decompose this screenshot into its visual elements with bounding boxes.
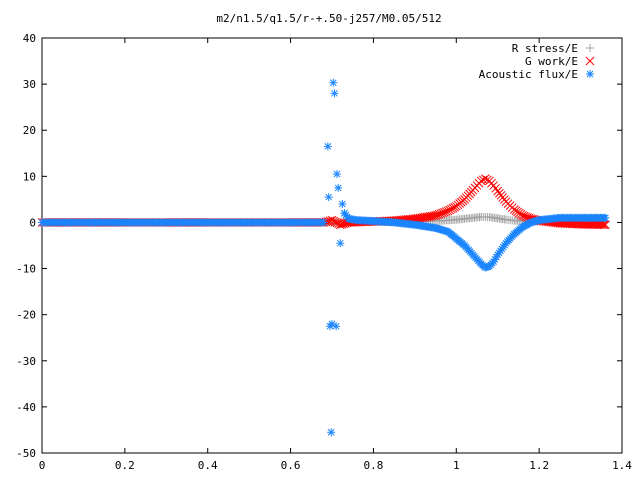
x-tick-label: 0.4 — [198, 459, 218, 472]
y-tick-label: 0 — [29, 216, 36, 229]
x-tick-label: 1.4 — [612, 459, 632, 472]
data-point — [334, 183, 343, 192]
legend-label: Acoustic flux/E — [479, 68, 578, 81]
data-point — [519, 211, 529, 221]
data-point — [336, 239, 345, 248]
axis-ticks: 0 0.2 0.4 0.6 0.8 1 1.2 1.4 40 30 20 10 0 -10 -20 -30 -4… — [16, 32, 632, 472]
x-tick-label: 0.6 — [281, 459, 301, 472]
x-tick-label: 0 — [39, 459, 46, 472]
data-point — [327, 428, 336, 437]
y-tick-label: 20 — [23, 124, 36, 137]
data-point — [427, 211, 437, 221]
data-point — [323, 142, 332, 151]
data-point — [429, 211, 439, 221]
data-point — [518, 211, 527, 220]
data-point — [597, 220, 607, 230]
x-tick-label: 1.2 — [529, 459, 549, 472]
y-tick-label: 30 — [23, 78, 36, 91]
x-tick-label: 0.2 — [115, 459, 135, 472]
legend-label: G work/E — [525, 55, 578, 68]
data-point — [599, 220, 609, 230]
y-tick-label: 10 — [23, 170, 36, 183]
legend-label: R stress/E — [512, 42, 578, 55]
chart-title: m2/n1.5/q1.5/r-+.50-j257/M0.05/512 — [216, 12, 441, 25]
data-point — [332, 170, 341, 179]
data-point — [335, 220, 345, 230]
plot-frame — [41, 37, 623, 454]
data-point — [325, 216, 335, 226]
y-tick-label: 40 — [23, 32, 36, 45]
x-tick-label: 0.8 — [363, 459, 383, 472]
y-tick-label: -20 — [16, 309, 36, 322]
data-point — [330, 89, 339, 98]
data-point — [601, 213, 610, 222]
y-tick-label: -40 — [16, 401, 36, 414]
y-tick-label: -30 — [16, 355, 36, 368]
data-point — [601, 220, 610, 230]
data-point — [329, 78, 338, 87]
legend-marker — [586, 70, 594, 78]
legend-marker — [586, 44, 594, 52]
x-tick-label: 1 — [453, 459, 460, 472]
data-point — [324, 193, 333, 202]
series-2 — [38, 78, 610, 437]
y-tick-label: -50 — [16, 447, 36, 460]
legend-marker — [585, 56, 595, 66]
data-point — [319, 218, 328, 227]
data-marks — [37, 78, 610, 437]
data-point — [338, 200, 347, 208]
y-tick-label: -10 — [16, 263, 36, 276]
data-point — [332, 322, 341, 331]
data-point — [337, 219, 347, 229]
data-point — [480, 174, 490, 183]
